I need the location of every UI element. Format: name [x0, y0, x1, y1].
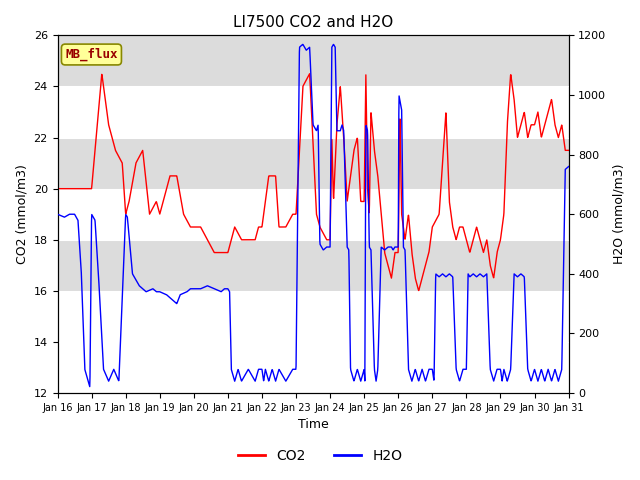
Y-axis label: H2O (mmol/m3): H2O (mmol/m3)	[612, 164, 625, 264]
Title: LI7500 CO2 and H2O: LI7500 CO2 and H2O	[233, 15, 393, 30]
X-axis label: Time: Time	[298, 419, 328, 432]
Bar	[58, 240, 568, 291]
Bar	[58, 36, 568, 86]
Bar	[58, 138, 568, 189]
Y-axis label: CO2 (mmol/m3): CO2 (mmol/m3)	[15, 164, 28, 264]
Text: MB_flux: MB_flux	[65, 48, 118, 61]
Legend: CO2, H2O: CO2, H2O	[232, 443, 408, 468]
